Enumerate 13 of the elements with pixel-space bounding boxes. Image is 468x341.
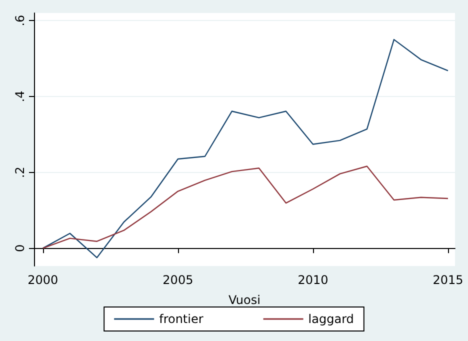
y-tick-label: .4 (13, 90, 27, 102)
x-tick-label: 2000 (28, 273, 58, 287)
y-tick-label: .2 (13, 166, 27, 178)
x-tick-label: 2005 (162, 273, 194, 287)
x-axis-title: Vuosi (228, 293, 260, 307)
x-tick-label: 2010 (298, 273, 328, 287)
y-tick-label: 0 (13, 244, 27, 252)
x-tick-label: 2015 (432, 273, 464, 287)
legend-label: laggard (308, 312, 354, 326)
legend-label: frontier (159, 312, 204, 326)
y-tick-label: .6 (13, 14, 27, 26)
line-series (42, 166, 449, 249)
line-series (42, 38, 449, 258)
